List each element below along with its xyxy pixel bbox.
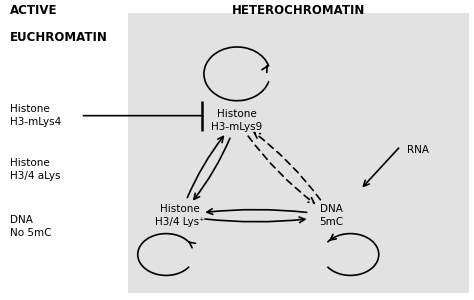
Text: Histone
H3/4 aLys: Histone H3/4 aLys [10,158,61,181]
Text: RNA: RNA [407,145,429,155]
Bar [128,13,469,293]
FancyArrowPatch shape [330,234,336,240]
FancyArrowPatch shape [205,217,305,223]
Text: HETEROCHROMATIN: HETEROCHROMATIN [232,4,365,17]
Text: ACTIVE: ACTIVE [10,4,58,17]
FancyArrowPatch shape [187,136,223,198]
Text: DNA
No 5mC: DNA No 5mC [10,215,52,238]
FancyArrowPatch shape [189,242,195,248]
FancyArrowPatch shape [248,136,314,203]
FancyArrowPatch shape [364,148,399,186]
Text: DNA
5mC: DNA 5mC [319,204,344,227]
FancyArrowPatch shape [254,133,320,200]
Text: Histone
H3-mLys4: Histone H3-mLys4 [10,104,62,127]
Text: Histone
H3-mLys9: Histone H3-mLys9 [211,109,263,131]
FancyArrowPatch shape [262,66,267,73]
Text: Histone
H3/4 Lys⁺: Histone H3/4 Lys⁺ [155,204,205,227]
Text: EUCHROMATIN: EUCHROMATIN [10,31,108,44]
FancyArrowPatch shape [194,138,230,200]
FancyArrowPatch shape [207,209,307,214]
